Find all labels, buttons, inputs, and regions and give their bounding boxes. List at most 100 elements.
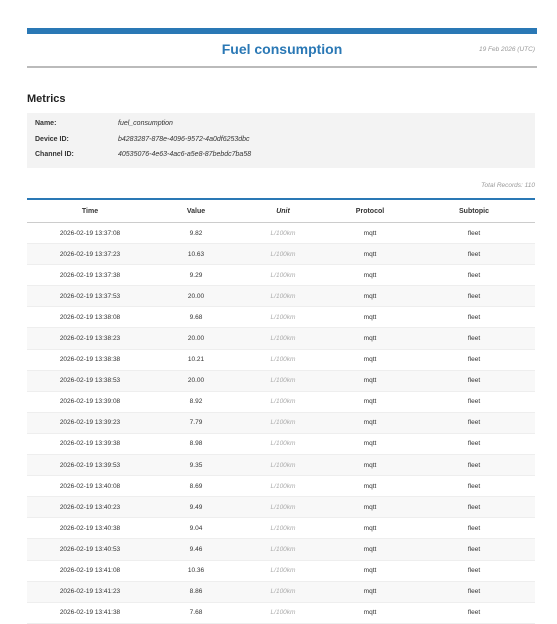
cell: fleet — [413, 391, 535, 413]
cell: 9.82 — [153, 222, 239, 245]
cell: 2026-02-19 13:39:53 — [27, 454, 153, 477]
cell: 2026-02-19 13:40:08 — [27, 475, 153, 498]
cell: L/100km — [239, 327, 327, 350]
cell: mqtt — [327, 243, 413, 266]
cell: mqtt — [327, 517, 413, 540]
data-table: Time Value Unit Protocol Subtopic 2026-02-19… — [27, 198, 535, 624]
cell: L/100km — [239, 306, 327, 329]
cell: 10.63 — [153, 243, 239, 266]
cell: L/100km — [239, 391, 327, 413]
section-title: Metrics — [27, 93, 66, 105]
field-value: b4283287-878e-4096-9572-4a0df6253dbc — [118, 135, 250, 143]
cell: 20.00 — [153, 285, 239, 308]
cell: mqtt — [327, 496, 413, 519]
cell: mqtt — [327, 285, 413, 308]
cell: 2026-02-19 13:40:53 — [27, 538, 153, 561]
cell: L/100km — [239, 222, 327, 245]
cell: 20.00 — [153, 327, 239, 350]
table-row: 2026-02-19 13:37:08 9.82 L/100km mqtt fleet — [27, 222, 535, 245]
header-bar — [27, 28, 537, 34]
cell: fleet — [413, 370, 535, 392]
cell: fleet — [413, 243, 535, 266]
cell: fleet — [413, 538, 535, 561]
cell: L/100km — [239, 285, 327, 308]
cell: mqtt — [327, 349, 413, 371]
table-row: 2026-02-19 13:40:23 9.49 L/100km mqtt fleet — [27, 496, 535, 519]
cell: L/100km — [239, 581, 327, 603]
cell: L/100km — [239, 264, 327, 287]
cell: 2026-02-19 13:38:08 — [27, 306, 153, 329]
cell: L/100km — [239, 370, 327, 392]
field-value: fuel_consumption — [118, 120, 173, 127]
column-header: Unit — [276, 207, 290, 215]
report: Fuel consumption 19 Feb 2026 (UTC) Metri… — [27, 28, 537, 624]
table-row: 2026-02-19 13:38:23 20.00 L/100km mqtt fleet — [27, 327, 535, 350]
table-row: 2026-02-19 13:37:53 20.00 L/100km mqtt fleet — [27, 285, 535, 308]
cell: mqtt — [327, 581, 413, 603]
cell: L/100km — [239, 454, 327, 477]
cell: 8.92 — [153, 391, 239, 413]
cell: fleet — [413, 454, 535, 477]
report-date: 19 Feb 2026 (UTC) — [479, 46, 535, 53]
cell: 7.79 — [153, 412, 239, 434]
cell: 9.46 — [153, 538, 239, 561]
table-row: 2026-02-19 13:41:23 8.86 L/100km mqtt fleet — [27, 581, 535, 603]
cell: fleet — [413, 349, 535, 371]
cell: 8.98 — [153, 433, 239, 456]
cell: mqtt — [327, 370, 413, 392]
cell: mqtt — [327, 412, 413, 434]
cell: 10.36 — [153, 560, 239, 582]
table-row: 2026-02-19 13:41:38 7.68 L/100km mqtt fleet — [27, 602, 535, 624]
cell: 2026-02-19 13:37:38 — [27, 264, 153, 287]
field-label: Channel ID: — [35, 151, 74, 158]
cell: mqtt — [327, 222, 413, 245]
cell: 2026-02-19 13:40:23 — [27, 496, 153, 519]
column-header: Subtopic — [459, 207, 489, 215]
cell: 2026-02-19 13:37:08 — [27, 222, 153, 245]
column-header: Protocol — [355, 207, 385, 215]
cell: 2026-02-19 13:39:08 — [27, 391, 153, 413]
cell: 9.68 — [153, 306, 239, 329]
cell: 2026-02-19 13:38:53 — [27, 370, 153, 392]
cell: mqtt — [327, 264, 413, 287]
cell: mqtt — [327, 327, 413, 350]
cell: 8.86 — [153, 581, 239, 603]
table-row: 2026-02-19 13:41:08 10.36 L/100km mqtt fleet — [27, 560, 535, 582]
cell: fleet — [413, 433, 535, 456]
cell: 2026-02-19 13:41:38 — [27, 602, 153, 624]
page: {"header": {"title": "Fuel consumption",… — [27, 28, 537, 624]
cell: 9.49 — [153, 496, 239, 519]
column-header: Time — [81, 207, 99, 215]
cell: 2026-02-19 13:38:23 — [27, 327, 153, 350]
cell: fleet — [413, 602, 535, 624]
cell: L/100km — [239, 349, 327, 371]
cell: mqtt — [327, 560, 413, 582]
cell: L/100km — [239, 475, 327, 498]
table-row: 2026-02-19 13:37:23 10.63 L/100km mqtt fleet — [27, 243, 535, 266]
cell: 20.00 — [153, 370, 239, 392]
cell: L/100km — [239, 412, 327, 434]
cell: 2026-02-19 13:37:53 — [27, 285, 153, 308]
metrics-box: Name: fuel_consumption Device ID: b4283287-… — [27, 113, 535, 168]
cell: mqtt — [327, 306, 413, 329]
table-row: 2026-02-19 13:38:08 9.68 L/100km mqtt fleet — [27, 306, 535, 329]
cell: 2026-02-19 13:37:23 — [27, 243, 153, 266]
field-label: Name: — [35, 120, 57, 127]
table-row: 2026-02-19 13:40:53 9.46 L/100km mqtt fleet — [27, 538, 535, 561]
cell: fleet — [413, 496, 535, 519]
cell: 8.69 — [153, 475, 239, 498]
cell: L/100km — [239, 538, 327, 561]
field-label: Device ID: — [35, 135, 69, 143]
header-rule — [27, 66, 537, 68]
table-row: 2026-02-19 13:39:53 9.35 L/100km mqtt fleet — [27, 454, 535, 477]
cell: 9.35 — [153, 454, 239, 477]
cell: fleet — [413, 306, 535, 329]
cell: mqtt — [327, 475, 413, 498]
table-row: 2026-02-19 13:40:08 8.69 L/100km mqtt fleet — [27, 475, 535, 498]
cell: L/100km — [239, 517, 327, 540]
table-row: 2026-02-19 13:40:38 9.04 L/100km mqtt fleet — [27, 517, 535, 540]
cell: 2026-02-19 13:41:08 — [27, 560, 153, 582]
table-row: 2026-02-19 13:39:23 7.79 L/100km mqtt fleet — [27, 412, 535, 434]
cell: fleet — [413, 327, 535, 350]
cell: fleet — [413, 475, 535, 498]
